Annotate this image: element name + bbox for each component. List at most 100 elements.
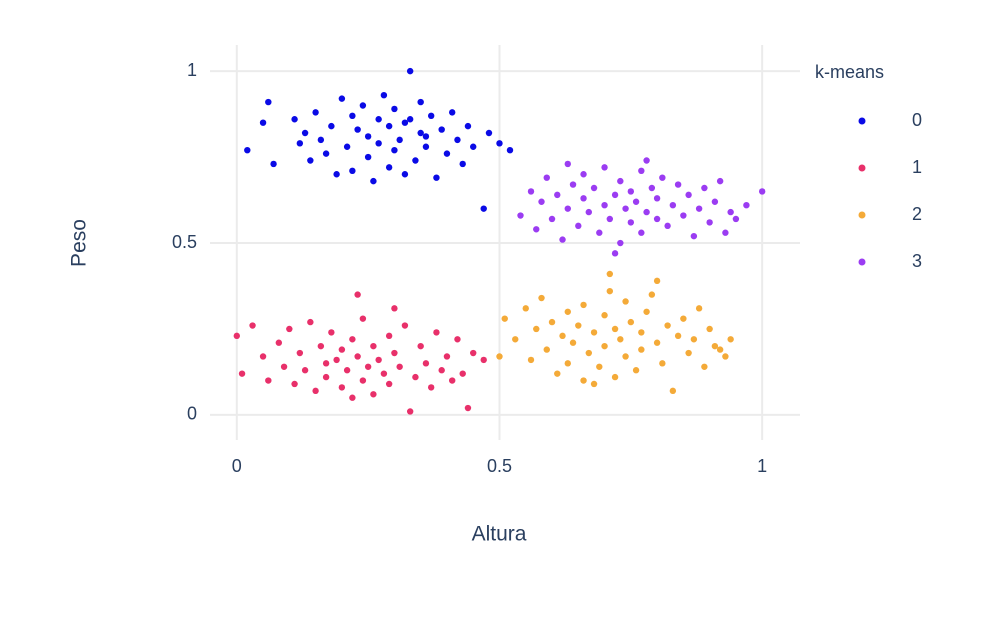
scatter-point bbox=[391, 349, 398, 357]
scatter-point bbox=[653, 215, 661, 223]
scatter-point bbox=[238, 370, 246, 377]
scatter-point bbox=[533, 226, 540, 233]
scatter-point bbox=[396, 136, 403, 144]
scatter-point bbox=[359, 377, 367, 384]
scatter-point bbox=[470, 143, 477, 150]
scatter-point bbox=[527, 356, 535, 364]
scatter-point bbox=[265, 377, 272, 384]
scatter-point bbox=[412, 373, 419, 381]
scatter-point bbox=[480, 205, 487, 212]
scatter-point bbox=[538, 294, 545, 302]
scatter-point bbox=[590, 329, 598, 336]
scatter-point bbox=[564, 205, 571, 212]
scatter-point bbox=[406, 116, 414, 123]
scatter-point bbox=[543, 174, 550, 181]
scatter-point bbox=[259, 353, 267, 360]
scatter-point bbox=[275, 339, 283, 346]
scatter-point bbox=[659, 174, 666, 181]
scatter-point bbox=[517, 212, 524, 219]
scatter-point bbox=[606, 287, 614, 295]
scatter-point bbox=[701, 184, 708, 192]
scatter-point bbox=[627, 318, 635, 326]
scatter-point bbox=[359, 315, 367, 322]
scatter-point bbox=[438, 367, 445, 374]
scatter-point bbox=[685, 349, 692, 357]
x-tick-label: 1 bbox=[757, 456, 767, 476]
scatter-point bbox=[580, 301, 587, 309]
scatter-point bbox=[385, 164, 393, 171]
scatter-point bbox=[401, 322, 409, 329]
scatter-point bbox=[716, 177, 724, 185]
x-axis-title: Altura bbox=[472, 523, 527, 546]
scatter-point bbox=[380, 370, 388, 377]
scatter-point bbox=[590, 184, 598, 192]
scatter-point bbox=[554, 370, 561, 377]
legend-label: 1 bbox=[912, 157, 922, 177]
scatter-point bbox=[448, 377, 456, 384]
scatter-point bbox=[622, 353, 629, 360]
scatter-point bbox=[291, 116, 298, 123]
scatter-point bbox=[559, 332, 566, 340]
scatter-point bbox=[485, 129, 493, 137]
scatter-point bbox=[701, 363, 708, 370]
scatter-point bbox=[669, 202, 677, 209]
scatter-point bbox=[443, 353, 451, 360]
legend-label: 0 bbox=[912, 110, 922, 130]
x-tick-label: 0 bbox=[232, 456, 242, 476]
scatter-point bbox=[538, 198, 545, 205]
scatter-point bbox=[506, 146, 514, 154]
scatter-point bbox=[375, 116, 382, 123]
scatter-point bbox=[554, 191, 561, 199]
scatter-point bbox=[727, 208, 734, 216]
scatter-point bbox=[575, 322, 582, 329]
scatter-point bbox=[470, 349, 477, 357]
scatter-point bbox=[448, 109, 456, 116]
scatter-point bbox=[307, 157, 314, 164]
scatter-point bbox=[354, 291, 361, 298]
scatter-point bbox=[370, 391, 377, 398]
scatter-point bbox=[501, 315, 508, 322]
scatter-point bbox=[617, 177, 624, 185]
scatter-point bbox=[606, 215, 614, 223]
scatter-point bbox=[406, 408, 414, 415]
scatter-point bbox=[743, 202, 750, 209]
scatter-point bbox=[617, 336, 624, 343]
scatter-point bbox=[727, 336, 734, 343]
scatter-point bbox=[317, 136, 325, 144]
scatter-point bbox=[533, 325, 540, 333]
scatter-point bbox=[438, 126, 445, 133]
scatter-point bbox=[512, 336, 519, 343]
scatter-point bbox=[328, 329, 335, 336]
scatter-point bbox=[559, 236, 566, 243]
scatter-point bbox=[695, 205, 703, 212]
legend-marker bbox=[858, 164, 866, 172]
scatter-point bbox=[364, 153, 372, 161]
scatter-point bbox=[333, 171, 340, 178]
scatter-point bbox=[443, 150, 451, 157]
scatter-point bbox=[417, 98, 424, 106]
scatter-point bbox=[543, 346, 550, 353]
legend-marker bbox=[858, 258, 866, 266]
scatter-point bbox=[385, 122, 393, 130]
scatter-point bbox=[322, 373, 330, 381]
scatter-point bbox=[496, 140, 503, 147]
x-tick-label: 0.5 bbox=[487, 456, 512, 476]
scatter-point bbox=[669, 387, 677, 395]
scatter-point bbox=[338, 384, 346, 391]
scatter-point bbox=[265, 98, 272, 106]
scatter-point bbox=[601, 164, 608, 171]
scatter-point bbox=[617, 239, 624, 247]
legend-marker bbox=[858, 117, 866, 125]
scatter-point bbox=[606, 270, 614, 278]
scatter-point bbox=[664, 322, 671, 329]
scatter-point bbox=[370, 177, 377, 185]
scatter-point bbox=[522, 305, 529, 312]
scatter-point bbox=[711, 198, 719, 205]
scatter-point bbox=[328, 122, 335, 130]
scatter-point bbox=[695, 305, 703, 312]
scatter-point bbox=[349, 112, 356, 120]
scatter-point bbox=[569, 181, 577, 188]
scatter-point bbox=[601, 202, 608, 209]
scatter-point bbox=[391, 105, 398, 113]
scatter-point bbox=[343, 143, 351, 150]
